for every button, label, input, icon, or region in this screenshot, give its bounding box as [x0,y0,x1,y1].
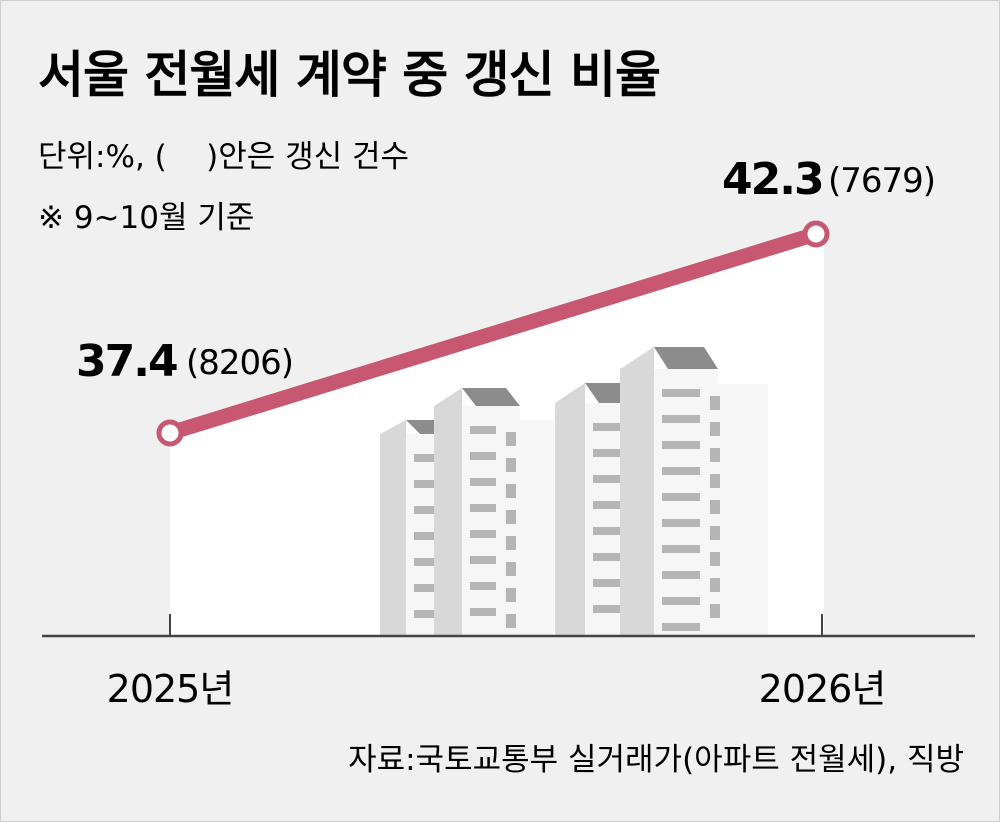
building-4-window [593,553,633,561]
building-5-window [662,389,710,397]
building-2-window [470,426,512,434]
building-3-window [506,588,516,602]
building-2-window [470,452,512,460]
building-1-side [380,420,406,636]
building-6-window [710,448,720,462]
building-6-window [710,422,720,436]
building-4-window [593,579,633,587]
building-5-window [662,467,710,475]
building-5-roof [654,347,718,369]
building-4-window [593,475,633,483]
building-6-window [710,474,720,488]
building-2-roof [462,388,520,406]
building-5-window [662,571,710,579]
data-point [156,419,184,447]
building-4-window [593,527,633,535]
building-4-window [593,605,633,613]
building-2-window [470,556,512,564]
building-4-window [593,501,633,509]
building-5-side [620,347,654,636]
data-label-count: (8206) [186,343,293,383]
building-1-window [414,480,444,488]
building-3-window [506,458,516,472]
building-3-window [506,536,516,550]
building-3-window [506,562,516,576]
building-6-window [710,526,720,540]
unit-note: 단위:%, ( )안은 갱신 건수 [38,139,409,175]
building-2-window [470,504,512,512]
building-5-window [662,519,710,527]
chart-title: 서울 전월세 계약 중 갱신 비율 [38,46,660,104]
building-3-window [506,484,516,498]
building-5-window [662,545,710,553]
building-2-window [470,582,512,590]
building-3-face [496,420,554,636]
series-line [162,226,824,441]
building-5-window [662,415,710,423]
data-label-value: 42.3 [722,154,823,205]
building-2-window [470,608,512,616]
building-1-window [414,558,444,566]
data-label-value: 37.4 [76,336,177,387]
building-3-window [506,432,516,446]
building-6-window [710,396,720,410]
data-point [802,220,830,248]
building-3-window [506,614,516,628]
building-2-side [434,388,462,636]
building-2-window [470,478,512,486]
building-5-window [662,623,710,631]
building-6-window [710,552,720,566]
building-4-window [593,449,633,457]
building-6-window [710,578,720,592]
data-label-count: (7679) [828,161,935,201]
apartment-buildings-illustration [380,347,768,636]
building-1-window [414,532,444,540]
building-3-window [506,510,516,524]
building-6-window [710,500,720,514]
building-5-window [662,493,710,501]
period-note: ※ 9~10월 기준 [38,200,254,236]
building-1-window [414,610,444,618]
x-tick-label: 2025년 [107,667,234,711]
building-5-window [662,597,710,605]
source-note: 자료:국토교통부 실거래가(아파트 전월세), 직방 [348,742,964,778]
building-4-side [555,383,585,636]
building-1-window [414,506,444,514]
building-4-window [593,423,633,431]
building-1-window [414,584,444,592]
building-5-window [662,441,710,449]
x-tick-label: 2026년 [759,667,886,711]
building-2-window [470,530,512,538]
building-6-window [710,604,720,618]
building-1-window [414,454,444,462]
